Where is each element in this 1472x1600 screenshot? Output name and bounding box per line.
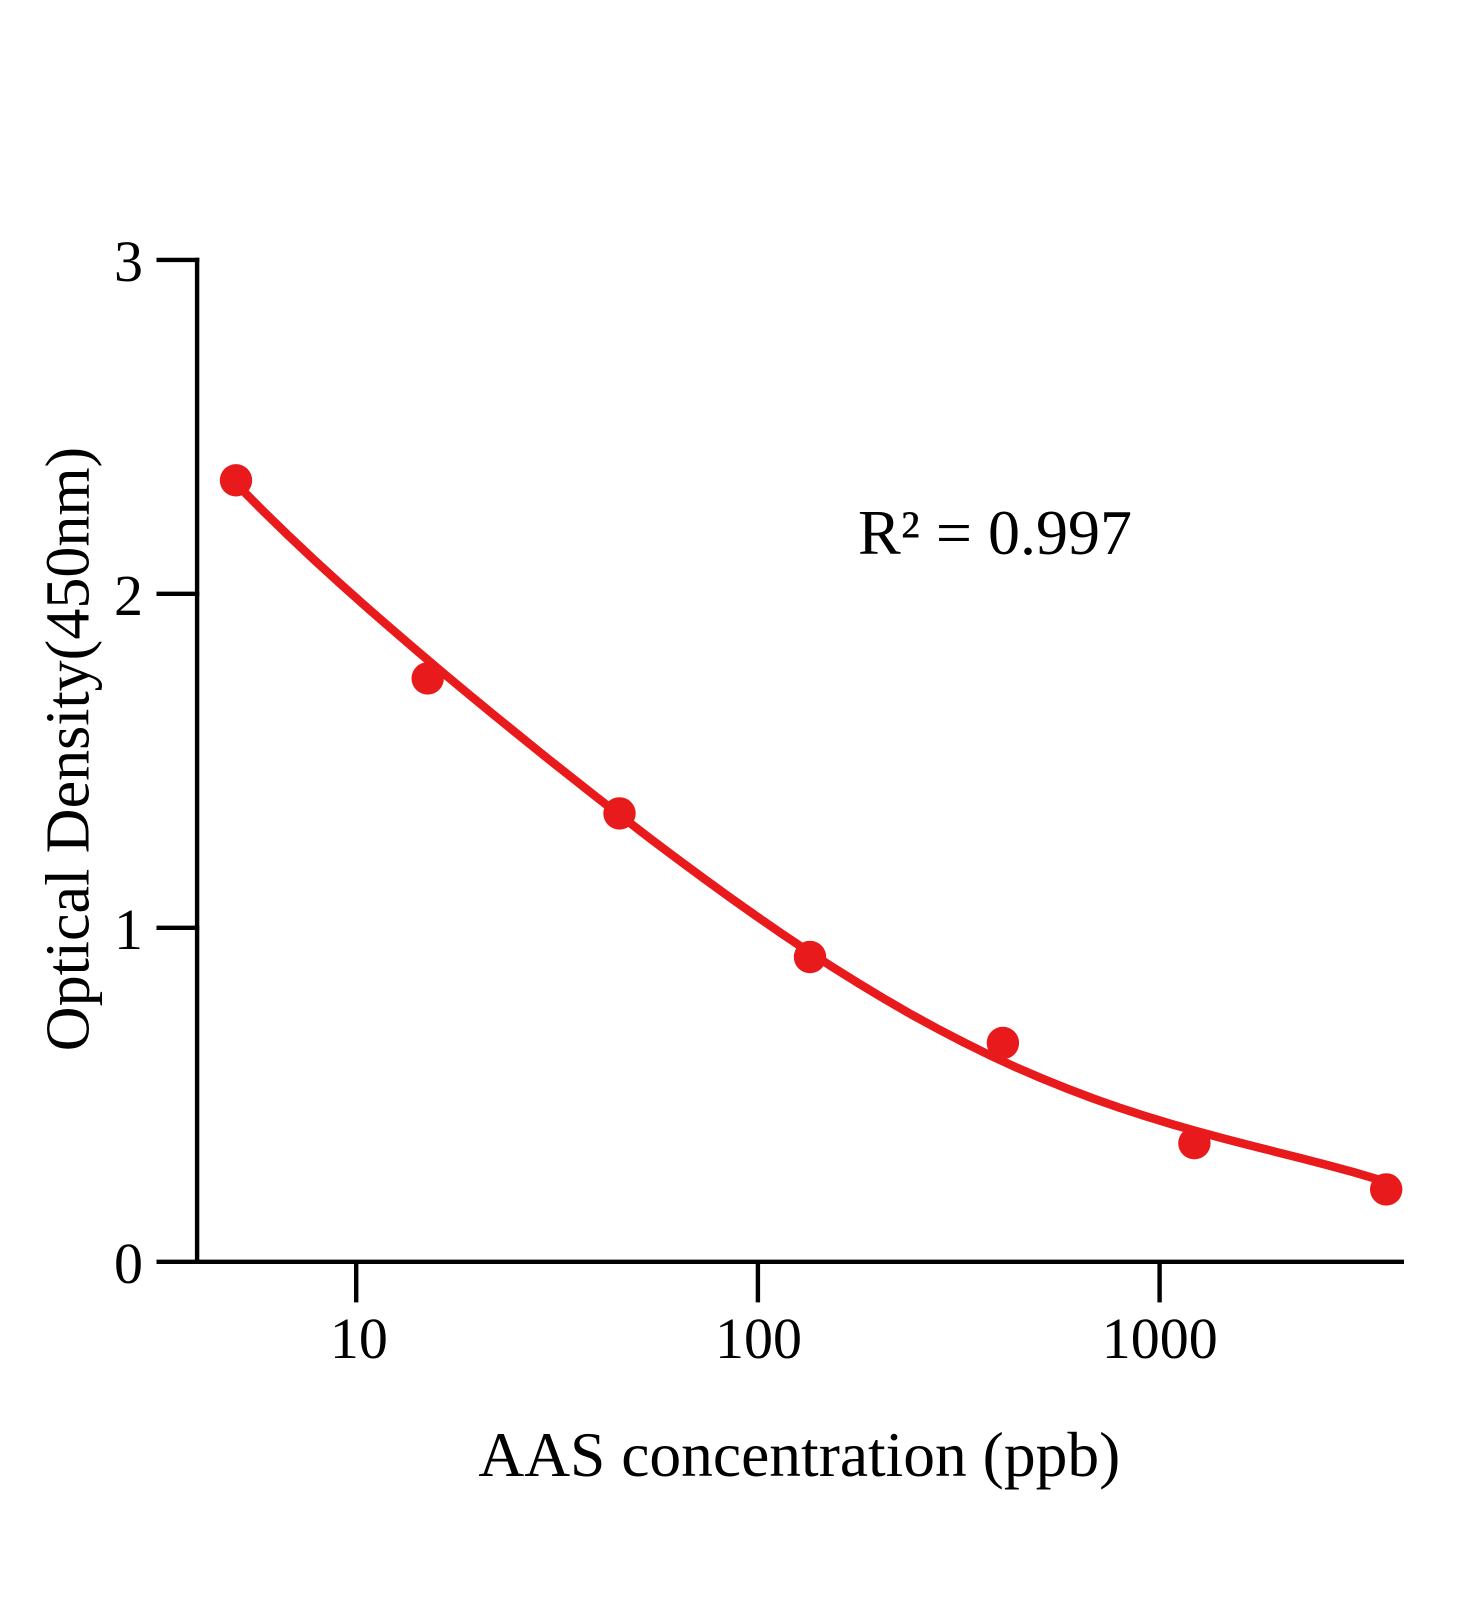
svg-text:AAS concentration (ppb): AAS concentration (ppb): [478, 1419, 1120, 1490]
svg-text:1000: 1000: [1102, 1306, 1218, 1371]
svg-text:3: 3: [114, 229, 143, 294]
svg-text:0: 0: [114, 1231, 143, 1296]
svg-text:10: 10: [330, 1306, 388, 1371]
svg-text:100: 100: [715, 1306, 802, 1371]
svg-text:R² = 0.997: R² = 0.997: [858, 497, 1132, 568]
svg-text:1: 1: [114, 897, 143, 962]
svg-text:2: 2: [114, 563, 143, 628]
svg-text:Optical Density(450nm): Optical Density(450nm): [35, 447, 103, 1051]
